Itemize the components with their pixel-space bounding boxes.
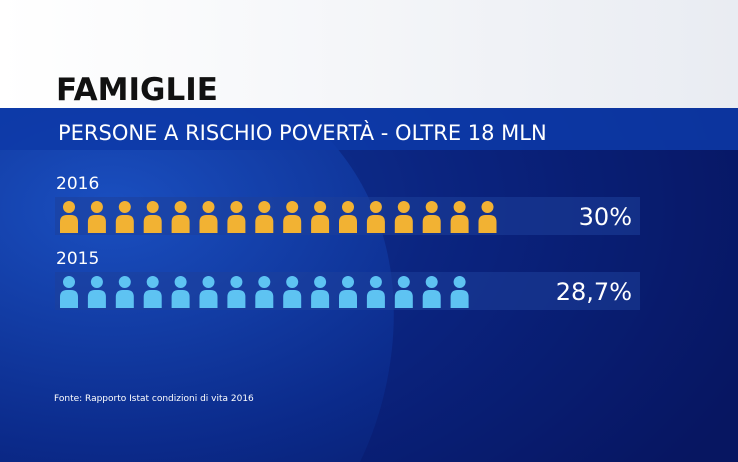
person-icon-head [146,276,159,288]
person-icon-body [255,215,274,233]
person-icon-head [425,201,438,213]
person-icon-head [202,276,215,288]
person-icon-body [171,290,190,308]
person-icon-head [63,201,75,213]
person-icon-body [171,215,190,233]
person-icon-head [63,276,75,288]
person-icon-body [311,290,330,308]
person-icon-head [258,276,271,288]
person-icon-head [90,276,103,288]
person-icon-head [397,276,410,288]
person-icon-body [339,215,357,233]
person-icon-head [202,201,215,213]
person-icon-head [286,201,299,213]
person-icon-body [60,290,78,308]
person-icon-head [314,201,327,213]
value-label: 30% [579,203,632,231]
person-icon-head [342,201,354,213]
person-icon-body [311,215,330,233]
category-label: 2015 [56,249,99,269]
person-icon-body [227,290,246,308]
person-icon-body [115,290,134,308]
person-icon-body [394,215,413,233]
person-icon-body [422,215,441,233]
icon-row [60,276,469,308]
person-icon-body [366,215,385,233]
person-icon-head [90,201,103,213]
chart-title: FAMIGLIE [56,72,218,108]
source: Fonte: Rapporto Istat condizioni di vita… [54,394,254,404]
person-icon-body [283,290,302,308]
person-icon-head [425,276,438,288]
person-icon-head [369,276,382,288]
person-icon-head [342,276,354,288]
person-icon-body [283,215,302,233]
person-icon-head [118,201,131,213]
person-icon-body [143,215,162,233]
person-icon-body [478,215,497,233]
category-label: 2016 [56,174,99,194]
person-icon-body [87,290,106,308]
person-icon-head [286,276,299,288]
person-icon-body [143,290,162,308]
person-icon-head [230,201,243,213]
person-icon-head [146,201,159,213]
person-icon-body [450,290,469,308]
person-icon-head [230,276,243,288]
header-band [0,0,738,108]
rows: 2016 30% 2015 28,7% [55,174,640,310]
person-icon-body [60,215,78,233]
person-icon-body [422,290,441,308]
person-icon-body [450,215,469,233]
icon-row [60,201,497,233]
person-icon-body [339,290,357,308]
person-icon-body [394,290,413,308]
person-icon-head [369,201,382,213]
person-icon-body [227,215,246,233]
person-icon-head [258,201,271,213]
person-icon-head [481,201,494,213]
person-icon-head [314,276,327,288]
person-icon-body [87,215,106,233]
person-icon-head [118,276,131,288]
person-icon-head [453,276,466,288]
person-icon-head [397,201,410,213]
value-label: 28,7% [556,278,632,306]
person-icon-body [255,290,274,308]
subtitle-band [0,108,738,150]
person-icon-head [174,201,187,213]
person-icon-body [366,290,385,308]
person-icon-body [115,215,134,233]
person-icon-body [199,215,218,233]
person-icon-head [174,276,187,288]
chart-subtitle: PERSONE A RISCHIO POVERTÀ - OLTRE 18 MLN [58,120,547,145]
person-icon-head [453,201,466,213]
person-icon-body [199,290,218,308]
